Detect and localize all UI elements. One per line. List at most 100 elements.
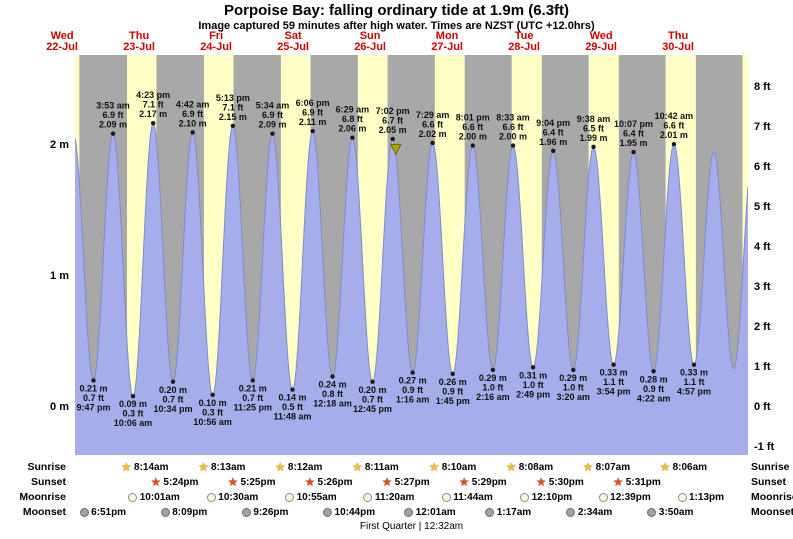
tide-extreme-dot bbox=[631, 149, 636, 155]
astro-label-left: Moonset bbox=[22, 506, 66, 518]
tide-label-line: 0.7 ft bbox=[242, 393, 263, 403]
tide-extreme-dot bbox=[550, 148, 556, 153]
tide-label-line: 0.9 ft bbox=[643, 384, 664, 394]
tide-label-line: 6.6 ft bbox=[663, 121, 684, 131]
tide-label-line: 4:22 am bbox=[637, 393, 671, 403]
astro-time: 2:34am bbox=[577, 507, 613, 518]
astro-row-moonrise: Moonrise Moonrise 10:01am 10:30am 10:55am 11:… bbox=[0, 490, 793, 505]
astro-time: 5:31pm bbox=[625, 477, 661, 488]
tide-label-line: 0.20 m bbox=[358, 385, 386, 395]
tide-label-line: 6.4 ft bbox=[623, 129, 644, 139]
tide-extreme-dot bbox=[510, 143, 516, 148]
astro-row-sunrise: Sunrise Sunrise ★ 8:14am ★ 8:13am ★ 8:12am ★ 8:11… bbox=[0, 460, 793, 475]
sunset-star-icon: ★ bbox=[458, 475, 470, 489]
moonset-circle-icon bbox=[404, 508, 414, 517]
tide-label-line: 0.3 ft bbox=[202, 407, 223, 417]
tide-extreme-dot bbox=[671, 142, 677, 147]
tide-label-line: 6.5 ft bbox=[583, 123, 604, 133]
moonrise-circle-icon bbox=[598, 493, 608, 502]
tide-low-label: 0.27 m 0.9 ft 1:16 am bbox=[396, 376, 430, 405]
tide-extreme-dot bbox=[410, 370, 415, 375]
astro-time: 11:44am bbox=[453, 492, 493, 503]
sunrise-star-icon: ★ bbox=[582, 460, 594, 474]
sunset-star-icon: ★ bbox=[304, 475, 316, 489]
tide-label-line: 0.3 ft bbox=[122, 409, 143, 419]
tide-label-line: 1.0 ft bbox=[482, 382, 503, 392]
moonrise-circle-icon bbox=[206, 493, 216, 502]
moonset-circle-icon bbox=[160, 508, 170, 517]
tide-label-line: 2.01 m bbox=[660, 130, 688, 140]
tide-plot-svg: 0.21 m 0.7 ft 9:47 pm3:53 am 6.9 ft 2.09 m0.… bbox=[75, 55, 748, 455]
tide-high-label: 5:34 am 6.9 ft 2.09 m bbox=[256, 101, 290, 130]
tide-high-label: 8:01 pm 6.6 ft 2.00 m bbox=[456, 113, 490, 142]
moonrise-circle-icon bbox=[128, 493, 138, 502]
tide-label-line: 1:45 pm bbox=[436, 396, 470, 406]
tide-label-line: 2.05 m bbox=[379, 125, 407, 135]
tide-label-line: 6.6 ft bbox=[503, 122, 524, 132]
tide-extreme-dot bbox=[350, 135, 355, 140]
tide-low-label: 0.29 m 1.0 ft 2:16 am bbox=[476, 373, 510, 402]
tide-label-line: 0.8 ft bbox=[322, 389, 343, 399]
astro-label-left: Moonrise bbox=[19, 491, 66, 503]
moonrise-circle-icon bbox=[441, 493, 451, 502]
tide-label-line: 6.9 ft bbox=[182, 109, 203, 119]
day-label: Mon 27-Jul bbox=[416, 31, 478, 53]
tide-extreme-dot bbox=[230, 123, 236, 129]
tide-low-label: 0.26 m 0.9 ft 1:45 pm bbox=[436, 377, 470, 406]
tide-label-line: 0.7 ft bbox=[83, 393, 104, 403]
tide-label-line: 5:13 pm bbox=[216, 93, 250, 103]
tide-label-line: 10:07 pm bbox=[614, 119, 653, 129]
day-label: Thu 23-Jul bbox=[108, 31, 170, 53]
tide-label-line: 0.26 m bbox=[439, 377, 467, 387]
tide-label-line: 0.28 m bbox=[640, 374, 668, 384]
day-label-date: 24-Jul bbox=[200, 41, 232, 53]
astro-time: 5:26pm bbox=[317, 477, 353, 488]
day-label: Sun 26-Jul bbox=[339, 31, 401, 53]
axis-tick-right: 3 ft bbox=[754, 281, 771, 293]
astro-time: 8:12am bbox=[287, 462, 323, 473]
tide-label-line: 2:16 am bbox=[476, 392, 510, 402]
day-label-date: 23-Jul bbox=[123, 41, 155, 53]
tide-extreme-dot bbox=[150, 121, 156, 126]
tide-label-line: 1.99 m bbox=[579, 133, 607, 143]
tide-label-line: 6:29 am bbox=[336, 105, 370, 115]
tide-low-label: 0.33 m 1.1 ft 3:54 pm bbox=[597, 368, 631, 397]
tide-extreme-dot bbox=[250, 378, 255, 383]
tide-label-line: 0.09 m bbox=[119, 399, 147, 409]
tide-label-line: 10:06 am bbox=[114, 418, 153, 428]
astro-time: 12:39pm bbox=[610, 492, 651, 503]
tide-curve bbox=[75, 122, 748, 397]
tide-area bbox=[75, 123, 748, 455]
astro-time: 9:26pm bbox=[253, 507, 289, 518]
tide-label-line: 4:42 am bbox=[176, 99, 210, 109]
tide-label-line: 0.20 m bbox=[159, 385, 187, 395]
astro-time: 8:09pm bbox=[172, 507, 208, 518]
astro-time: 8:11am bbox=[364, 462, 399, 473]
tide-low-label: 0.20 m 0.7 ft 12:45 pm bbox=[353, 385, 392, 414]
tide-label-line: 2.10 m bbox=[179, 118, 207, 128]
day-label: Thu 30-Jul bbox=[647, 31, 709, 53]
current-time-marker-icon bbox=[390, 143, 402, 156]
day-label: Sat 25-Jul bbox=[262, 31, 324, 53]
page-subtitle: Image captured 59 minutes after high wat… bbox=[198, 20, 595, 32]
tide-low-label: 0.21 m 0.7 ft 11:25 pm bbox=[233, 383, 272, 412]
astro-label-right: Moonset bbox=[751, 506, 793, 518]
tide-extreme-dot bbox=[110, 131, 116, 136]
tide-label-line: 10:56 am bbox=[193, 417, 232, 427]
astro-time: 10:55am bbox=[296, 492, 337, 503]
axis-tick-right: 5 ft bbox=[754, 201, 771, 213]
astro-time: 8:10am bbox=[441, 462, 477, 473]
tide-extreme-dot bbox=[370, 379, 375, 384]
tide-low-label: 0.14 m 0.5 ft 11:48 am bbox=[273, 393, 311, 422]
axis-tick-right: 7 ft bbox=[754, 121, 771, 133]
tide-high-label: 4:42 am 6.9 ft 2.10 m bbox=[176, 99, 210, 128]
tide-label-line: 2:49 pm bbox=[516, 389, 550, 399]
axis-tick-right: 8 ft bbox=[754, 81, 771, 93]
astro-time: 10:01am bbox=[139, 492, 180, 503]
tide-extreme-dot bbox=[330, 374, 335, 379]
astro-label-left: Sunset bbox=[30, 476, 66, 488]
astro-label-right: Moonrise bbox=[751, 491, 793, 503]
sunset-star-icon: ★ bbox=[612, 475, 624, 489]
tide-label-line: 6.9 ft bbox=[302, 108, 323, 118]
